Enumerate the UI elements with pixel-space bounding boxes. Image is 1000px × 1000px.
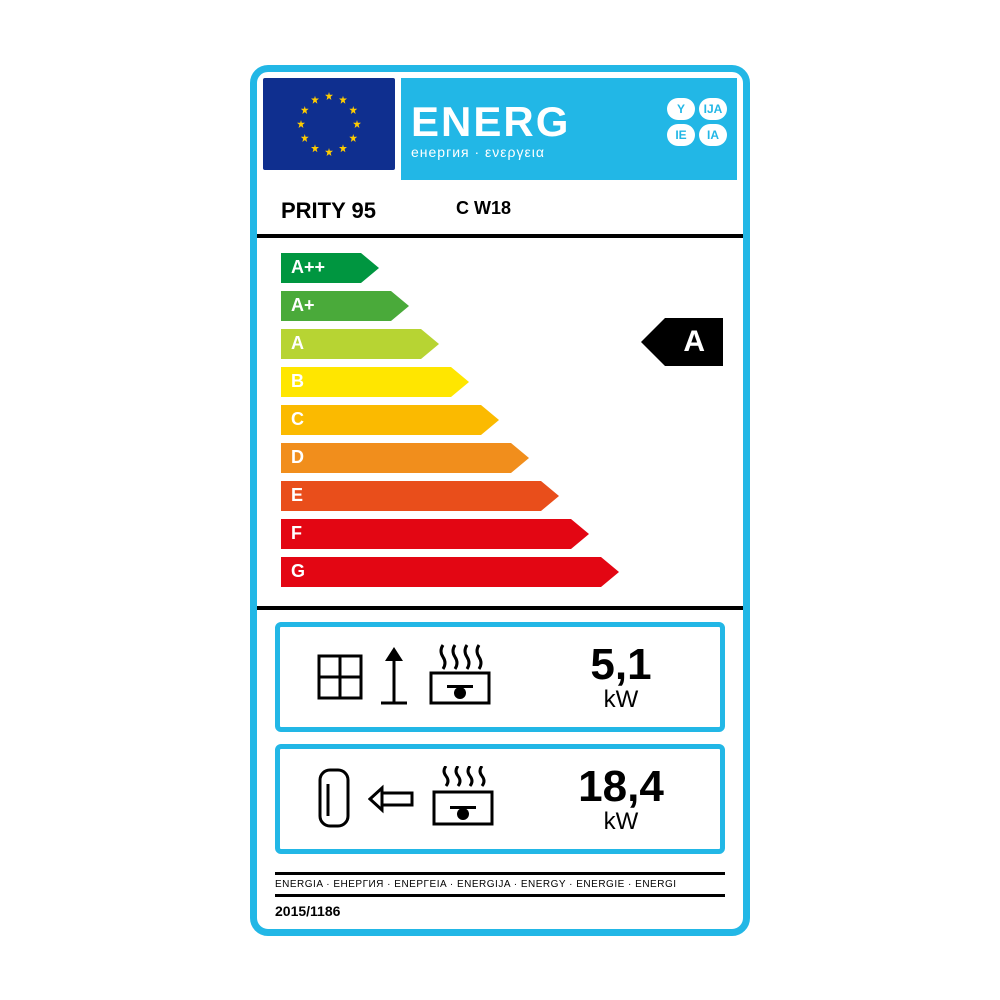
manufacturer-row: PRITY 95 C W18 [257,180,743,238]
efficiency-arrow: G [281,554,743,590]
lang-pill: IJA [699,98,727,120]
maker-model: C W18 [456,198,511,224]
info-boxes: 5,1 kW [257,610,743,872]
arrow-left-icon [368,784,414,814]
lang-pill: Y [667,98,695,120]
regulation-number: 2015/1186 [257,897,743,929]
energ-title: ENERG [411,98,570,146]
room-value: 5,1 [590,640,651,690]
footer-languages: ENERGIA · ЕНЕРГИЯ · ΕΝΕΡΓΕΙΑ · ENERGIJA … [275,872,725,897]
water-value: 18,4 [578,762,664,812]
eu-flag [263,78,395,170]
tank-icon [314,766,354,832]
room-heating-box: 5,1 kW [275,622,725,732]
rating-arrow: A [641,318,723,366]
energ-banner: ENERG YIJAIEIA енергия · ενεργεια [401,78,737,180]
room-unit: kW [604,686,639,714]
energy-label: ENERG YIJAIEIA енергия · ενεργεια PRITY … [250,65,750,936]
efficiency-arrow: A++ [281,250,743,286]
water-heating-box: 18,4 kW [275,744,725,854]
maker-name: PRITY 95 [281,198,376,224]
efficiency-arrows: A++A+AABCDEFG [257,238,743,610]
efficiency-arrow: F [281,516,743,552]
room-metric: 5,1 kW [522,640,720,714]
boiler-waves-icon [428,766,498,832]
water-pictograms [280,749,522,849]
lamp-icon [377,645,411,709]
energ-subtitle: енергия · ενεργεια [411,144,727,160]
lang-pills: YIJAIEIA [667,98,727,146]
efficiency-arrow: C [281,402,743,438]
heater-waves-icon [425,643,495,711]
header: ENERG YIJAIEIA енергия · ενεργεια [257,72,743,180]
lang-pill: IA [699,124,727,146]
efficiency-arrow: E [281,478,743,514]
water-metric: 18,4 kW [522,762,720,836]
room-pictograms [280,627,522,727]
water-unit: kW [604,808,639,836]
lang-pill: IE [667,124,695,146]
efficiency-arrow: D [281,440,743,476]
window-icon [317,654,363,700]
efficiency-arrow: B [281,364,743,400]
